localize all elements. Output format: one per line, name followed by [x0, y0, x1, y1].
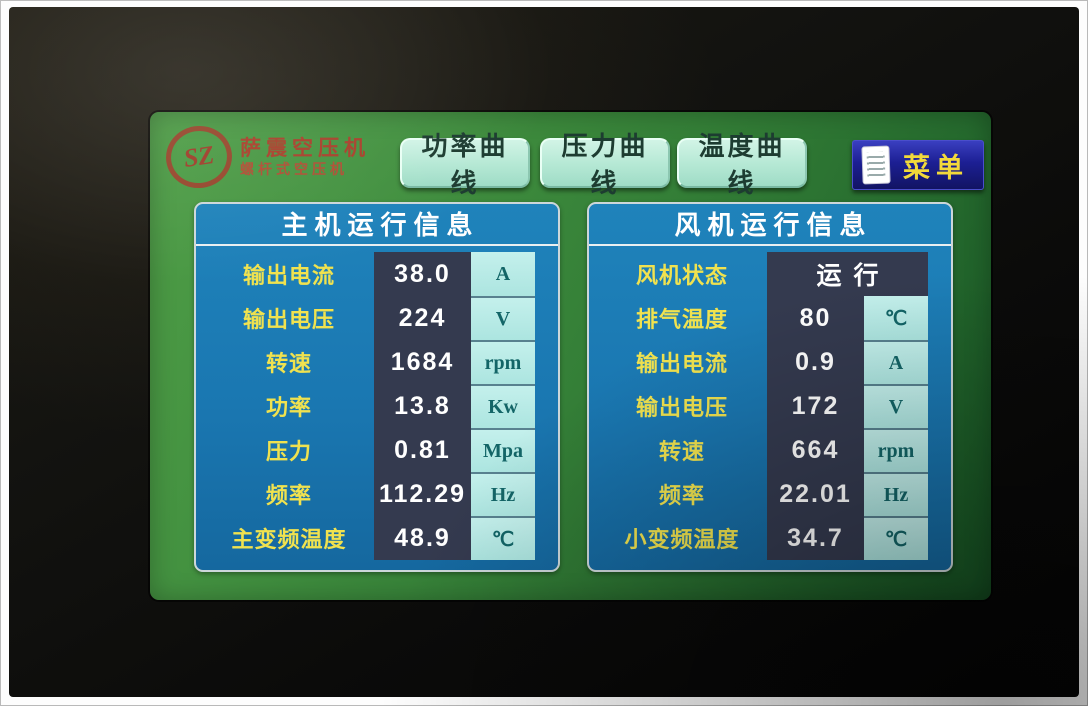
row-unit: A: [864, 340, 928, 384]
row-label: 转速: [658, 439, 705, 464]
panel-rows: 风机状态 运行 排气温度 80 ℃ 输出电流 0.9 A 输出电压 172 V …: [589, 252, 951, 560]
row-value: 664: [767, 428, 864, 472]
row-label: 输出电流: [242, 263, 335, 288]
data-row: 输出电流 38.0 A: [196, 252, 558, 296]
panel-title: 主机运行信息: [281, 210, 480, 240]
row-value: 80: [767, 296, 864, 340]
row-label: 输出电压: [242, 307, 335, 332]
panel-divider: [196, 244, 558, 246]
data-row: 排气温度 80 ℃: [589, 296, 951, 340]
row-unit: A: [471, 252, 535, 296]
row-label: 排气温度: [635, 307, 728, 332]
data-row: 输出电流 0.9 A: [589, 340, 951, 384]
row-label: 压力: [265, 439, 312, 464]
row-label: 风机状态: [635, 263, 728, 288]
brand-tagline: 螺杆式空压机: [240, 161, 348, 178]
panel-fan-info: 风机运行信息 风机状态 运行 排气温度 80 ℃ 输出电流 0.9 A 输出电压…: [587, 202, 953, 572]
row-label: 主变频温度: [231, 527, 347, 552]
row-unit: ℃: [471, 516, 535, 560]
row-value: 38.0: [374, 252, 471, 296]
row-value: 22.01: [767, 472, 864, 516]
menu-button[interactable]: 菜单: [852, 140, 984, 190]
temperature-curve-button[interactable]: 温度曲线: [677, 131, 807, 198]
data-row: 压力 0.81 Mpa: [196, 428, 558, 472]
row-label: 小变频温度: [624, 527, 740, 552]
data-row: 转速 664 rpm: [589, 428, 951, 472]
row-value: 48.9: [374, 516, 471, 560]
row-value: 运行: [767, 252, 928, 296]
panel-main-info: 主机运行信息 输出电流 38.0 A 输出电压 224 V 转速 1684 rp…: [194, 202, 560, 572]
row-value: 1684: [374, 340, 471, 384]
row-value: 112.29: [374, 472, 471, 516]
data-row: 频率 112.29 Hz: [196, 472, 558, 516]
row-unit: Kw: [471, 384, 535, 428]
brand-logo-text: 萨震空压机 螺杆式空压机: [240, 137, 370, 177]
data-row: 风机状态 运行: [589, 252, 951, 296]
brand-logo-letters: SZ: [181, 140, 216, 173]
menu-label: 菜单: [903, 152, 969, 183]
row-unit: ℃: [864, 516, 928, 560]
row-unit: Hz: [864, 472, 928, 516]
row-value: 172: [767, 384, 864, 428]
row-label: 输出电流: [635, 351, 728, 376]
row-unit: ℃: [864, 296, 928, 340]
menu-list-icon: [862, 146, 890, 184]
pressure-curve-button[interactable]: 压力曲线: [540, 131, 670, 198]
row-unit: Hz: [471, 472, 535, 516]
row-value: 34.7: [767, 516, 864, 560]
data-row: 功率 13.8 Kw: [196, 384, 558, 428]
power-curve-button[interactable]: 功率曲线: [400, 131, 530, 198]
row-label: 功率: [265, 395, 312, 420]
data-row: 频率 22.01 Hz: [589, 472, 951, 516]
panel-title: 风机运行信息: [674, 210, 873, 240]
device-bezel: SZ 萨震空压机 螺杆式空压机 功率曲线 压力曲线 温度曲线 菜单 主机运行信息…: [9, 7, 1079, 697]
data-row: 输出电压 172 V: [589, 384, 951, 428]
data-row: 主变频温度 48.9 ℃: [196, 516, 558, 560]
row-unit: rpm: [471, 340, 535, 384]
row-unit: V: [471, 296, 535, 340]
row-unit: V: [864, 384, 928, 428]
brand-logo: SZ 萨震空压机 螺杆式空压机: [162, 121, 370, 193]
data-row: 小变频温度 34.7 ℃: [589, 516, 951, 560]
row-unit: Mpa: [471, 428, 535, 472]
brand-logo-icon: SZ: [162, 121, 236, 193]
row-label: 转速: [265, 351, 312, 376]
brand-name: 萨震空压机: [240, 136, 370, 160]
row-value: 0.81: [374, 428, 471, 472]
panel-divider: [589, 244, 951, 246]
panel-rows: 输出电流 38.0 A 输出电压 224 V 转速 1684 rpm 功率 13…: [196, 252, 558, 560]
data-row: 输出电压 224 V: [196, 296, 558, 340]
row-label: 频率: [658, 483, 705, 508]
row-label: 频率: [265, 483, 312, 508]
row-label: 输出电压: [635, 395, 728, 420]
data-row: 转速 1684 rpm: [196, 340, 558, 384]
row-value: 13.8: [374, 384, 471, 428]
row-value: 224: [374, 296, 471, 340]
hmi-screen: SZ 萨震空压机 螺杆式空压机 功率曲线 压力曲线 温度曲线 菜单 主机运行信息…: [150, 112, 991, 600]
row-unit: rpm: [864, 428, 928, 472]
row-value: 0.9: [767, 340, 864, 384]
